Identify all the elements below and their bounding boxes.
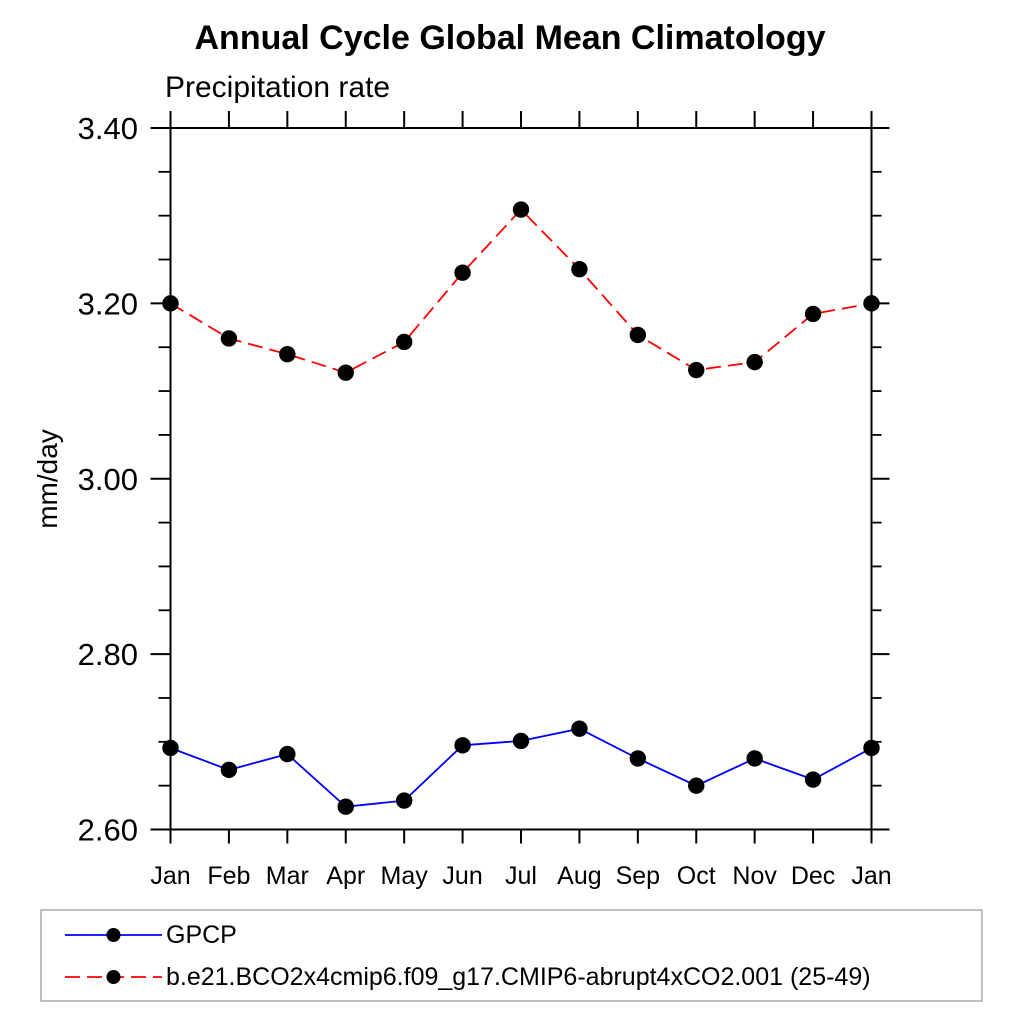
x-tick-label: Jun [442,862,482,890]
x-tick-label: Jul [505,862,537,890]
data-point-marker [512,201,530,218]
legend-marker-icon [106,928,121,942]
data-point-marker [395,792,413,809]
x-tick-label: Mar [266,862,309,890]
data-point-marker [746,353,763,371]
x-tick-label: Oct [677,862,716,890]
legend-label-model: b.e21.BCO2x4cmip6.f09_g17.CMIP6-abrupt4x… [166,963,871,991]
data-point-marker [746,750,763,767]
y-tick-label: 3.00 [78,462,138,497]
y-tick-label: 3.20 [78,286,138,321]
x-tick-label: Jan [851,862,891,890]
data-point-marker [629,750,647,767]
data-point-marker [279,745,296,763]
plot-area: 2.60 2.80 3.00 3.20 3.40 Jan Feb Mar Apr May Jun Ju… [78,111,892,890]
series-line-1 [170,208,872,374]
data-point-marker [804,305,822,323]
left-axis-title: Precipitation rate [165,71,390,104]
data-point-marker [395,333,413,351]
data-point-marker [863,739,880,757]
data-point-marker [512,732,530,750]
x-tick-label: Sep [616,862,660,890]
data-point-marker [454,737,471,754]
data-point-marker [629,326,647,344]
data-point-marker [688,361,705,379]
x-tick-label: Dec [791,862,835,890]
x-tick-label: Aug [557,862,601,890]
data-point-marker [454,264,471,281]
legend-marker-icon [106,970,121,984]
x-tick-label: May [381,862,429,890]
data-point-marker [337,364,354,381]
plot-frame [169,127,873,831]
y-tick-label: 2.80 [78,637,138,672]
x-tick-label: Feb [207,862,250,890]
chart-title: Annual Cycle Global Mean Climatology [195,19,826,57]
data-point-marker [162,739,179,757]
data-point-marker [279,346,296,363]
data-point-marker [571,260,588,278]
data-point-marker [162,295,179,312]
legend-box [40,909,983,1002]
data-point-marker [220,761,238,779]
legend: GPCP b.e21.BCO2x4cmip6.f09_g17.CMIP6-abr… [40,909,983,1002]
y-tick-label: 2.60 [78,813,138,848]
legend-label-gpcp: GPCP [166,921,237,949]
data-point-marker [571,720,588,737]
x-tick-label: Apr [326,862,365,890]
x-tick-label: Nov [732,862,777,890]
x-tick-label: Jan [150,862,190,890]
data-point-marker [337,798,354,815]
y-tick-label: 3.40 [78,111,138,146]
data-point-marker [804,771,822,788]
y-axis-label: mm/day [32,429,63,529]
data-point-marker [863,295,880,312]
data-point-marker [220,330,238,347]
data-point-marker [688,777,705,794]
